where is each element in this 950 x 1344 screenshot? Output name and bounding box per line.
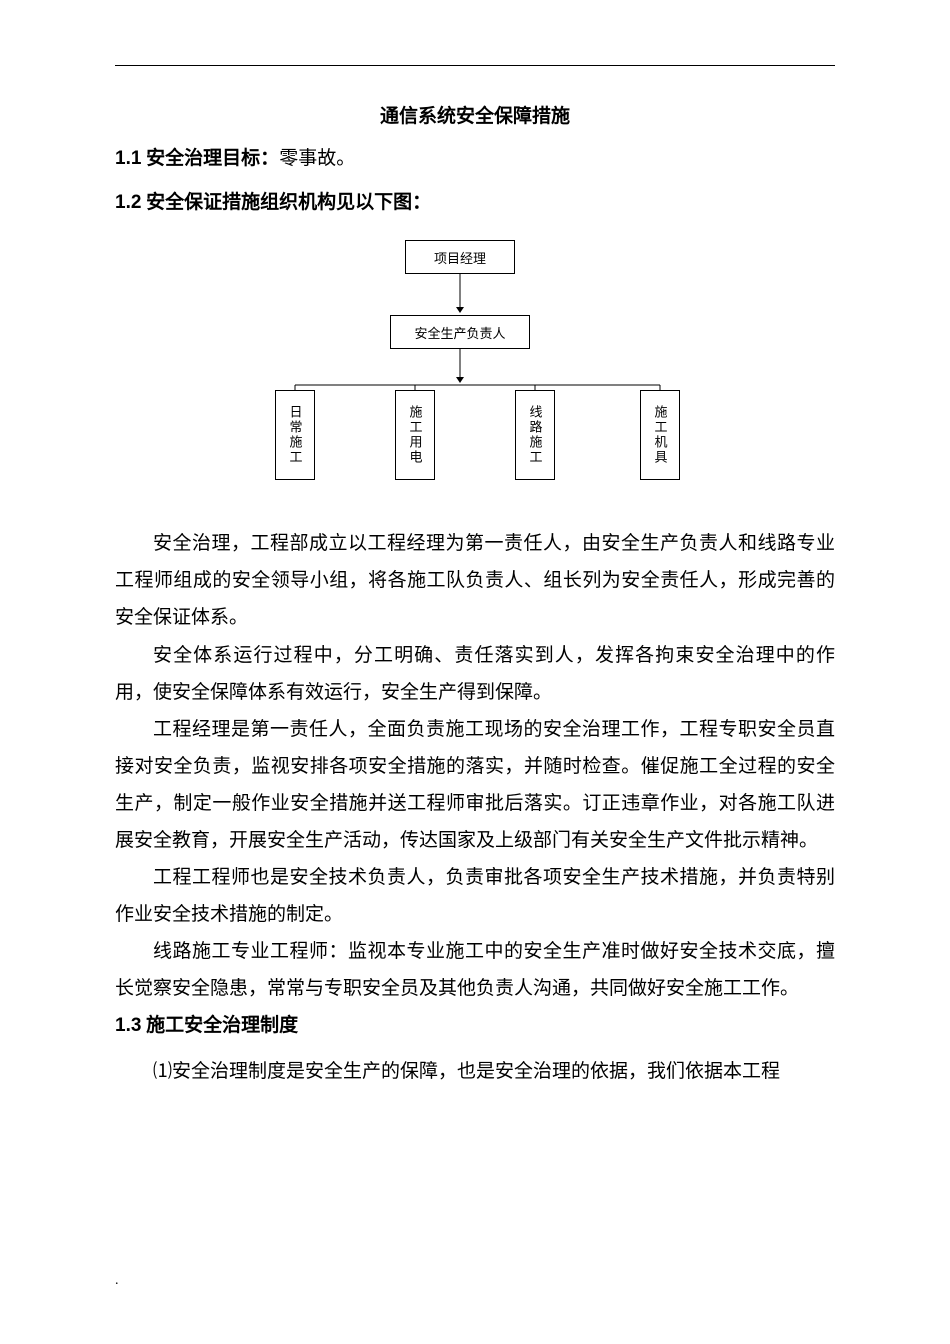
org-chart: 项目经理 安全生产负责人 日常施工 施工用电 线路施工 施工机具 [265,240,685,495]
section-1-3: 1.3 施工安全治理制度 [115,1009,835,1043]
org-node-label: 日常施工 [286,405,305,465]
org-leaf-node: 日常施工 [275,390,315,480]
org-leaf-node: 施工机具 [640,390,680,480]
body-paragraph: 安全体系运行过程中，分工明确、责任落实到人，发挥各拘束安全治理中的作用，使安全保… [115,637,835,711]
section-number: 1.3 [115,1015,141,1036]
section-heading-text: 安全保证措施组织机构见以下图： [146,192,431,213]
org-node-label: 安全生产负责人 [414,323,505,342]
footer-mark: . [115,1273,119,1289]
section-number: 1.1 [115,148,141,169]
org-node-label: 线路施工 [526,405,545,465]
org-chart-connectors [265,240,685,495]
org-node-label: 项目经理 [434,248,486,267]
org-leaf-node: 线路施工 [515,390,555,480]
body-paragraph: 线路施工专业工程师：监视本专业施工中的安全生产准时做好安全技术交底，擅长觉察安全… [115,933,835,1007]
body-paragraph: 工程工程师也是安全技术负责人，负责审批各项安全生产技术措施，并负责特别作业安全技… [115,859,835,933]
section-1-2: 1.2 安全保证措施组织机构见以下图： [115,186,835,220]
org-root-node: 项目经理 [405,240,515,274]
body-paragraph: ⑴安全治理制度是安全生产的保障，也是安全治理的依据，我们依据本工程 [115,1053,835,1090]
section-heading-text: 施工安全治理制度 [146,1015,298,1036]
header-rule [115,65,835,66]
body-paragraph: 工程经理是第一责任人，全面负责施工现场的安全治理工作，工程专职安全员直接对安全负… [115,711,835,859]
section-number: 1.2 [115,192,141,213]
org-node-label: 施工机具 [651,405,670,465]
org-leaf-node: 施工用电 [395,390,435,480]
section-heading-text: 安全治理目标： [146,148,279,169]
org-node-label: 施工用电 [406,405,425,465]
document-title: 通信系统安全保障措施 [115,101,835,128]
body-paragraph: 安全治理，工程部成立以工程经理为第一责任人，由安全生产负责人和线路专业工程师组成… [115,525,835,636]
section-1-1: 1.1 安全治理目标：零事故。 [115,142,835,176]
section-text: 零事故。 [279,148,355,169]
org-mid-node: 安全生产负责人 [390,315,530,349]
document-page: 通信系统安全保障措施 1.1 安全治理目标：零事故。 1.2 安全保证措施组织机… [0,0,950,1130]
